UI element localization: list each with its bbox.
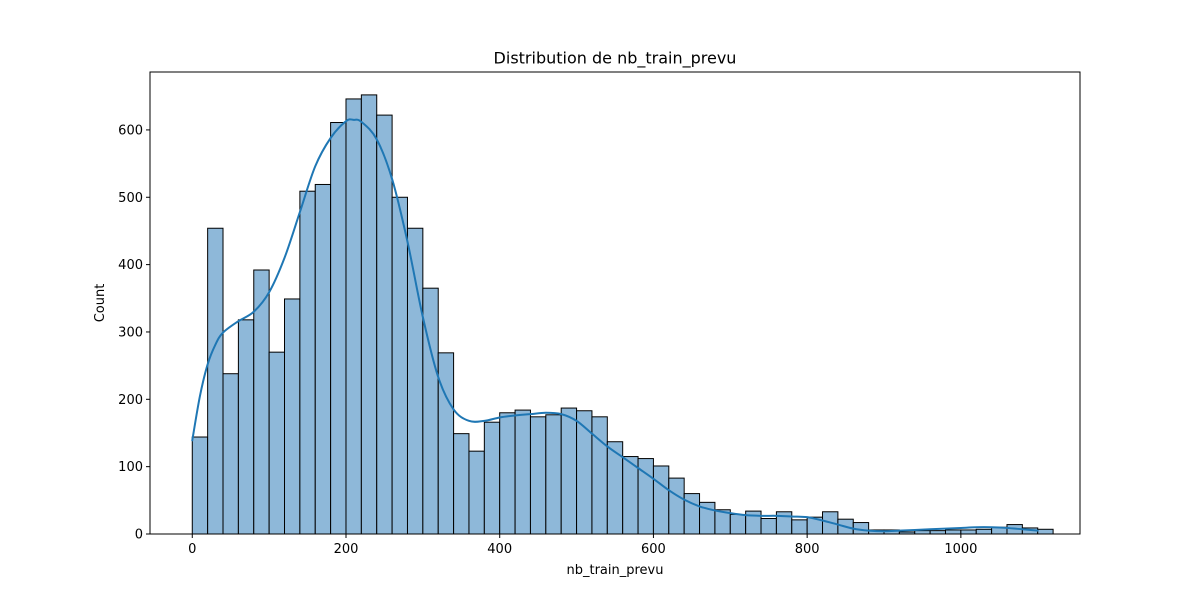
x-tick-label: 400: [487, 542, 512, 557]
x-axis-label: nb_train_prevu: [567, 563, 664, 578]
histogram-bar: [529, 416, 547, 535]
histogram-bar: [345, 98, 362, 535]
histogram-bar: [1037, 528, 1054, 535]
x-tick-label: 200: [334, 542, 359, 557]
histogram-bar: [437, 352, 455, 535]
histogram-bar: [914, 530, 931, 535]
histogram-bar: [791, 519, 808, 535]
y-tick-label: 600: [118, 123, 143, 138]
x-tick-label: 1000: [944, 542, 977, 557]
y-tick-label: 500: [118, 191, 143, 206]
y-tick-label: 100: [118, 460, 143, 475]
histogram-bar: [237, 319, 255, 535]
histogram-bar: [944, 529, 962, 535]
histogram-bar: [760, 518, 777, 535]
histogram-bar: [560, 407, 578, 535]
histogram-bar: [975, 528, 993, 535]
histogram-bar: [499, 412, 516, 535]
y-tick-label: 0: [135, 528, 143, 543]
histogram-bar: [222, 373, 239, 535]
y-tick-label: 400: [118, 258, 143, 273]
histogram-bar: [453, 433, 470, 535]
histogram-bar: [622, 456, 639, 535]
histogram-bar: [468, 450, 485, 535]
histogram-bar: [299, 190, 316, 535]
bars-group: [191, 94, 1054, 535]
histogram-bar: [683, 493, 701, 535]
histogram-bar: [191, 436, 209, 535]
histogram-bar: [330, 122, 347, 535]
y-axis-ticks: 0 100 200 300 400 500 600: [118, 123, 150, 543]
histogram-bar: [406, 227, 424, 535]
histogram-bar: [929, 530, 946, 535]
histogram-bar: [314, 183, 332, 535]
histogram-bar: [268, 351, 286, 535]
plot-area-frame: [149, 71, 1081, 535]
histogram-bar: [652, 465, 670, 535]
histogram-bar: [514, 409, 531, 535]
histogram-bar: [483, 421, 501, 535]
histogram-bar: [376, 114, 393, 535]
histogram-bar: [284, 298, 301, 535]
histogram-bar: [360, 94, 378, 535]
histogram-bar: [545, 414, 562, 535]
histogram-bar: [668, 477, 685, 535]
histogram-bar: [576, 410, 593, 535]
histogram-bar: [729, 513, 747, 535]
x-axis-ticks: 0 200 400 600 800 1000: [188, 534, 977, 557]
y-axis-label: Count: [93, 284, 108, 323]
kde-curve: [191, 118, 1039, 533]
chart-title: Distribution de nb_train_prevu: [494, 49, 737, 69]
y-tick-label: 300: [118, 325, 143, 340]
histogram-bar: [960, 529, 977, 535]
histogram-bar: [391, 196, 408, 535]
y-tick-label: 200: [118, 393, 143, 408]
histogram-bar: [207, 227, 224, 535]
x-tick-label: 800: [795, 542, 820, 557]
x-tick-label: 0: [188, 542, 196, 557]
x-tick-label: 600: [641, 542, 666, 557]
